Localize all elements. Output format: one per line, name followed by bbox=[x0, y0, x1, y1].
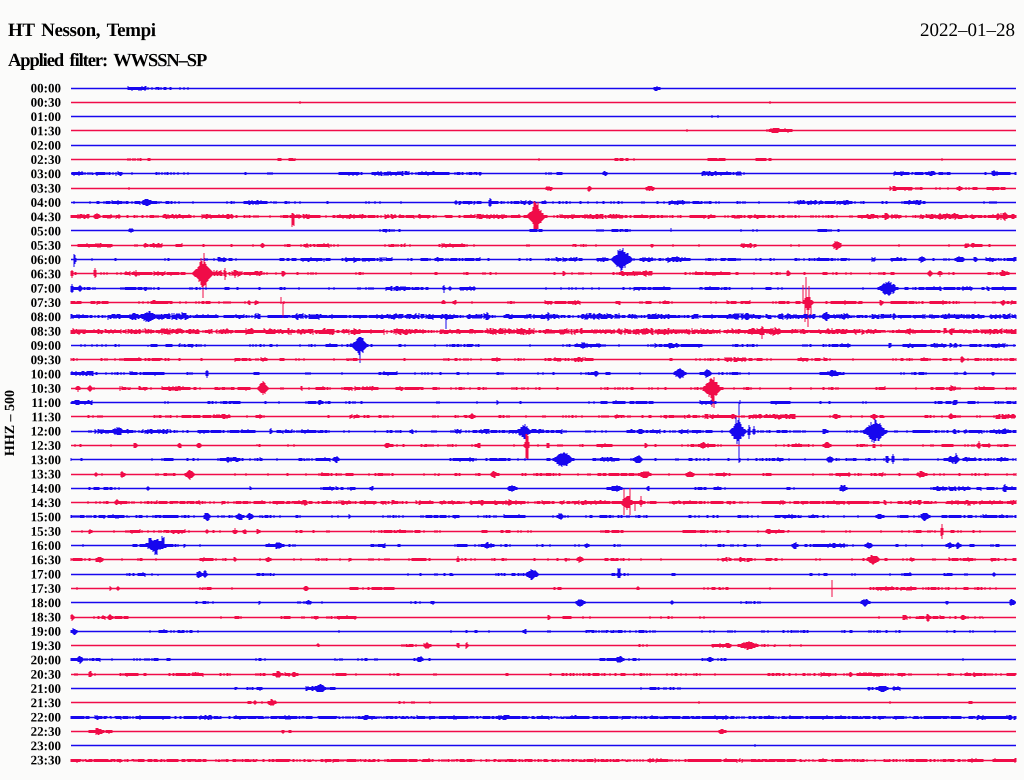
svg-text:07:30: 07:30 bbox=[31, 295, 61, 310]
svg-text:13:30: 13:30 bbox=[31, 466, 61, 481]
svg-text:09:00: 09:00 bbox=[31, 338, 61, 353]
svg-text:08:00: 08:00 bbox=[31, 309, 61, 324]
svg-text:02:30: 02:30 bbox=[31, 152, 61, 167]
svg-text:17:00: 17:00 bbox=[31, 566, 61, 581]
svg-text:08:30: 08:30 bbox=[31, 323, 61, 338]
svg-text:03:30: 03:30 bbox=[31, 180, 61, 195]
svg-text:18:00: 18:00 bbox=[31, 595, 61, 610]
svg-text:11:30: 11:30 bbox=[31, 409, 61, 424]
svg-text:09:30: 09:30 bbox=[31, 352, 61, 367]
svg-text:HHZ – 500: HHZ – 500 bbox=[3, 390, 18, 456]
svg-text:01:30: 01:30 bbox=[31, 123, 61, 138]
svg-text:14:00: 14:00 bbox=[31, 481, 61, 496]
svg-text:23:00: 23:00 bbox=[31, 738, 61, 753]
svg-text:00:30: 00:30 bbox=[31, 95, 61, 110]
svg-text:05:30: 05:30 bbox=[31, 238, 61, 253]
svg-text:16:00: 16:00 bbox=[31, 538, 61, 553]
svg-text:2022–01–28: 2022–01–28 bbox=[920, 20, 1015, 41]
svg-text:15:00: 15:00 bbox=[31, 509, 61, 524]
svg-text:22:30: 22:30 bbox=[31, 724, 61, 739]
svg-text:19:30: 19:30 bbox=[31, 638, 61, 653]
svg-text:14:30: 14:30 bbox=[31, 495, 61, 510]
svg-text:12:30: 12:30 bbox=[31, 438, 61, 453]
svg-text:20:00: 20:00 bbox=[31, 652, 61, 667]
svg-text:07:00: 07:00 bbox=[31, 281, 61, 296]
svg-text:05:00: 05:00 bbox=[31, 223, 61, 238]
svg-text:16:30: 16:30 bbox=[31, 552, 61, 567]
svg-text:21:00: 21:00 bbox=[31, 681, 61, 696]
svg-text:18:30: 18:30 bbox=[31, 609, 61, 624]
svg-text:Applied filter: WWSSN–SP: Applied filter: WWSSN–SP bbox=[8, 51, 207, 71]
svg-text:02:00: 02:00 bbox=[31, 138, 61, 153]
svg-text:10:30: 10:30 bbox=[31, 381, 61, 396]
svg-text:04:30: 04:30 bbox=[31, 209, 61, 224]
svg-text:10:00: 10:00 bbox=[31, 366, 61, 381]
svg-text:04:00: 04:00 bbox=[31, 195, 61, 210]
svg-text:11:00: 11:00 bbox=[31, 395, 61, 410]
svg-text:20:30: 20:30 bbox=[31, 667, 61, 682]
svg-text:12:00: 12:00 bbox=[31, 423, 61, 438]
svg-text:13:00: 13:00 bbox=[31, 452, 61, 467]
svg-text:22:00: 22:00 bbox=[31, 709, 61, 724]
svg-text:21:30: 21:30 bbox=[31, 695, 61, 710]
svg-text:03:00: 03:00 bbox=[31, 166, 61, 181]
svg-text:00:00: 00:00 bbox=[31, 80, 61, 95]
svg-text:HT Nesson, Tempi: HT Nesson, Tempi bbox=[8, 20, 156, 41]
svg-text:06:00: 06:00 bbox=[31, 252, 61, 267]
svg-text:01:00: 01:00 bbox=[31, 109, 61, 124]
svg-text:15:30: 15:30 bbox=[31, 524, 61, 539]
svg-text:17:30: 17:30 bbox=[31, 581, 61, 596]
svg-text:23:30: 23:30 bbox=[31, 752, 61, 767]
svg-text:19:00: 19:00 bbox=[31, 624, 61, 639]
svg-text:06:30: 06:30 bbox=[31, 266, 61, 281]
